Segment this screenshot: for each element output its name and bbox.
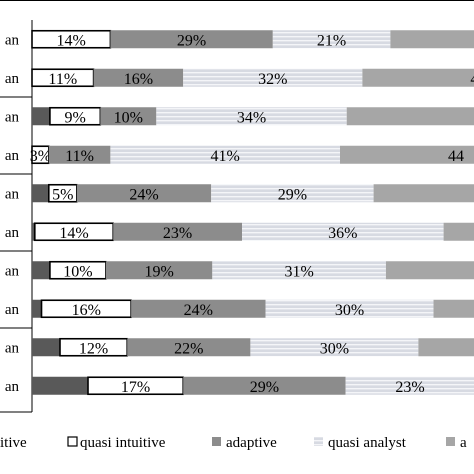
data-label-quasi-intuitive: 17%: [121, 379, 150, 396]
bar-segment-analyst: [340, 145, 474, 164]
data-label-quasi-analyst: 41%: [211, 148, 240, 165]
data-label-adaptive: 19%: [144, 263, 173, 280]
data-label-quasi-intuitive: 9%: [64, 109, 85, 126]
category-label: an: [5, 186, 20, 202]
data-label-quasi-analyst: 32%: [258, 71, 287, 88]
data-label-quasi-intuitive: 14%: [57, 32, 86, 49]
bar-segment-intuitive: [32, 222, 35, 241]
bar-segment-quasi-analyst: [212, 261, 386, 280]
data-label-quasi-analyst: 23%: [395, 379, 424, 396]
bar-segment-intuitive: [32, 299, 42, 318]
bar-segment-adaptive: [110, 30, 273, 49]
category-label: an: [5, 263, 20, 279]
data-label-adaptive: 23%: [163, 225, 192, 242]
bar-segment-adaptive: [93, 68, 184, 87]
bar-segment-analyst: [418, 338, 474, 357]
data-label-quasi-analyst: 30%: [335, 302, 364, 319]
data-label-quasi-intuitive: 3%: [30, 148, 51, 165]
data-label-quasi-intuitive: 10%: [63, 263, 92, 280]
data-label-quasi-intuitive: 5%: [52, 186, 73, 203]
bar-segment-quasi-analyst: [110, 145, 341, 164]
data-label-adaptive: 29%: [250, 379, 279, 396]
bar-segment-quasi-analyst: [183, 68, 363, 87]
data-label-adaptive: 22%: [174, 340, 203, 357]
bar-segment-analyst: [433, 299, 474, 318]
category-label: an: [5, 379, 20, 395]
bar-segment-intuitive: [32, 338, 60, 357]
legend: itive quasi intuitive adaptive quasi analys…: [0, 435, 467, 451]
legend-swatch-quasi-intuitive: [67, 436, 78, 447]
legend-label-intuitive: itive: [0, 435, 27, 451]
data-label-adaptive: 24%: [129, 186, 158, 203]
legend-swatch-adaptive: [212, 437, 221, 446]
data-label-quasi-analyst: 21%: [317, 32, 346, 49]
bar-segment-adaptive: [105, 261, 213, 280]
category-label: an: [5, 32, 20, 48]
bar-segment-quasi-analyst: [345, 376, 474, 395]
legend-label-quasi-analyst: quasi analyst: [328, 435, 407, 451]
bar-segment-intuitive: [32, 107, 50, 126]
data-label-quasi-analyst: 30%: [320, 340, 349, 357]
bar-segment-quasi-analyst: [211, 184, 374, 203]
bar-segment-adaptive: [48, 145, 111, 164]
category-label: an: [5, 225, 20, 241]
bar-segment-quasi-analyst: [156, 107, 347, 126]
bar-segment-adaptive: [100, 107, 157, 126]
data-label-adaptive: 16%: [124, 71, 153, 88]
legend-swatch-quasi-analyst: [314, 437, 323, 446]
category-label: an: [5, 71, 20, 87]
data-label-quasi-intuitive: 16%: [72, 302, 101, 319]
data-label-quasi-analyst: 31%: [284, 263, 313, 280]
legend-label-adaptive: adaptive: [226, 435, 277, 451]
bar-segment-adaptive: [76, 184, 212, 203]
data-label-adaptive: 24%: [184, 302, 213, 319]
legend-label-quasi-intuitive: quasi intuitive: [80, 435, 166, 451]
bar-segment-intuitive: [32, 184, 49, 203]
bar-segment-analyst: [346, 107, 474, 126]
bar-segment-quasi-analyst: [272, 30, 391, 49]
category-label: an: [5, 340, 20, 356]
data-label-adaptive: 10%: [114, 109, 143, 126]
data-label-quasi-intuitive: 11%: [48, 71, 77, 88]
bar-segment-analyst: [362, 68, 474, 87]
category-label: an: [5, 148, 20, 164]
bar-segment-adaptive: [131, 299, 266, 318]
bar-segment-analyst: [443, 222, 474, 241]
bar-segment-adaptive: [183, 376, 346, 395]
bar-segment-analyst: [390, 30, 474, 49]
legend-label-analyst: a: [460, 435, 467, 451]
category-label: an: [5, 302, 20, 318]
bar-segment-adaptive: [127, 338, 251, 357]
bar-segment-adaptive: [113, 222, 242, 241]
data-label-quasi-analyst: 36%: [328, 225, 357, 242]
bar-segment-analyst: [373, 184, 474, 203]
data-label-quasi-intuitive: 14%: [59, 225, 88, 242]
data-label-quasi-analyst: 34%: [237, 109, 266, 126]
bar-segment-intuitive: [32, 376, 88, 395]
data-label-quasi-analyst: 29%: [278, 186, 307, 203]
bar-segment-quasi-analyst: [242, 222, 444, 241]
plot-area: an 14% 29% 21% an 11% 16% 32% 4 an 9% 10% 34% an 3% 11%…: [0, 0, 474, 413]
legend-swatch-analyst: [446, 437, 455, 446]
data-label-analyst: 44: [448, 148, 464, 165]
data-label-adaptive: 11%: [65, 148, 94, 165]
bar-segment-quasi-analyst: [250, 338, 419, 357]
bar-segment-quasi-analyst: [265, 299, 434, 318]
data-label-adaptive: 29%: [177, 32, 206, 49]
category-label: an: [5, 109, 20, 125]
data-label-analyst: 4: [470, 71, 474, 88]
bar-segment-intuitive: [32, 261, 50, 280]
data-label-quasi-intuitive: 12%: [79, 340, 108, 357]
bar-segment-analyst: [385, 261, 474, 280]
